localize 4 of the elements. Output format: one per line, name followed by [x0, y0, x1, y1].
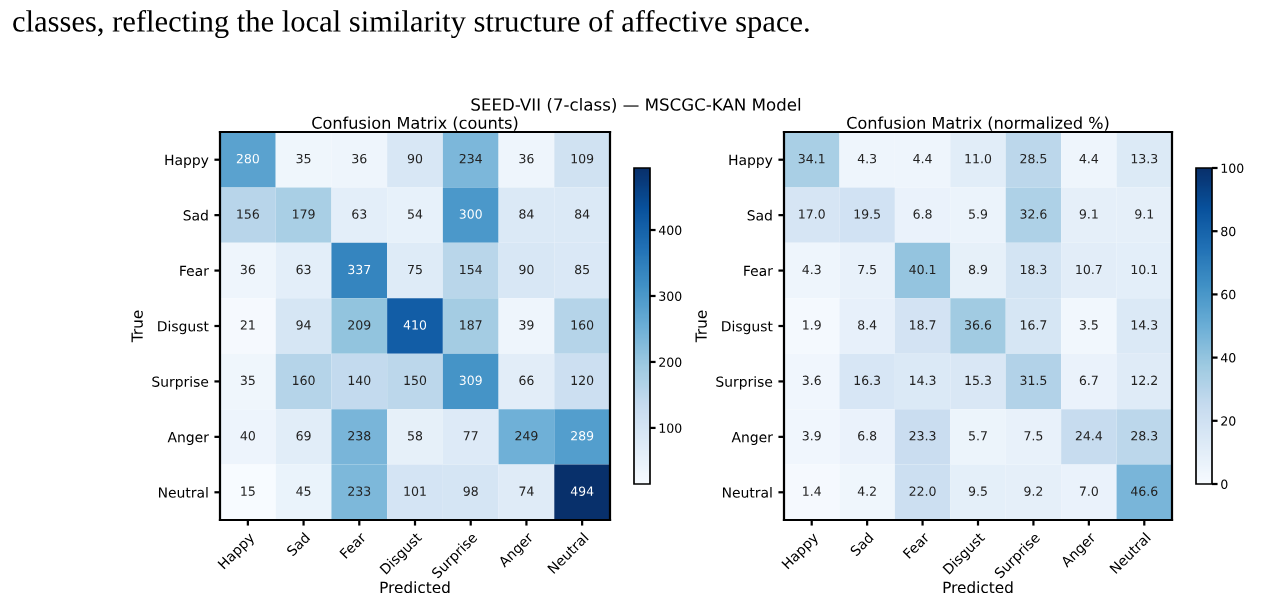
chart-title: Confusion Matrix (normalized %): [847, 116, 1109, 131]
text: classes, reflecting the local similarity structure of affective space.: [13, 9, 809, 39]
text: SEED-VII (7-class) — MSCGC-KAN Model: [471, 97, 801, 113]
chart-title: Confusion Matrix (counts): [312, 116, 518, 131]
